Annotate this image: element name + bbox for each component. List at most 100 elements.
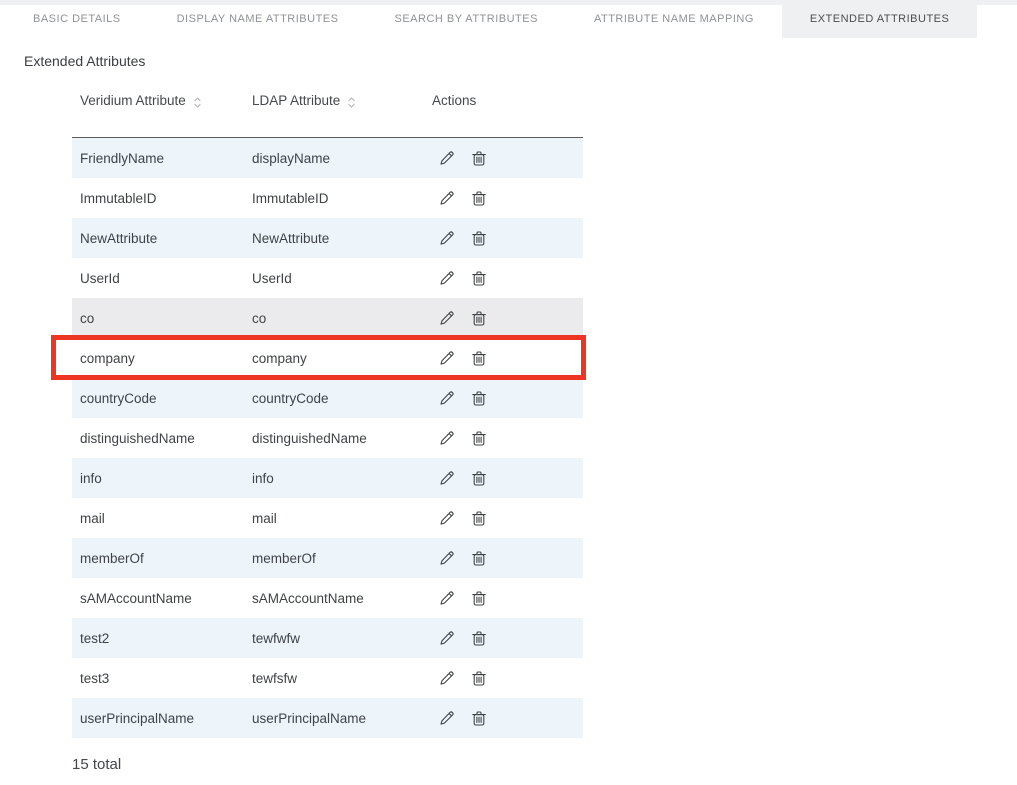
delete-button[interactable] xyxy=(471,470,487,487)
column-header[interactable]: Veridium Attribute xyxy=(72,85,244,137)
delete-button[interactable] xyxy=(471,390,487,407)
row-actions xyxy=(424,470,583,487)
pencil-icon xyxy=(438,710,455,727)
delete-button[interactable] xyxy=(471,710,487,727)
delete-button[interactable] xyxy=(471,670,487,687)
tab[interactable]: EXTENDED ATTRIBUTES xyxy=(781,0,978,38)
delete-button[interactable] xyxy=(471,230,487,247)
extended-attributes-table: Veridium Attribute LDAP Attribute xyxy=(51,85,586,738)
table-row[interactable]: sAMAccountName sAMAccountName xyxy=(72,578,583,618)
edit-button[interactable] xyxy=(438,590,455,607)
edit-button[interactable] xyxy=(438,670,455,687)
table-row[interactable]: userPrincipalName userPrincipalName xyxy=(72,698,583,738)
delete-button[interactable] xyxy=(471,350,487,367)
delete-button[interactable] xyxy=(471,590,487,607)
trash-icon xyxy=(471,230,487,247)
table-body: FriendlyName displayName xyxy=(51,138,586,738)
top-strip xyxy=(0,0,1017,5)
table-row[interactable]: FriendlyName displayName xyxy=(72,138,583,178)
delete-button[interactable] xyxy=(471,150,487,167)
veridium-attribute-cell: test2 xyxy=(80,630,110,646)
tab-label: ATTRIBUTE NAME MAPPING xyxy=(593,13,754,25)
table-row[interactable]: ImmutableID ImmutableID xyxy=(72,178,583,218)
trash-icon xyxy=(471,670,487,687)
pencil-icon xyxy=(438,430,455,447)
table-row[interactable]: info info xyxy=(72,458,583,498)
trash-icon xyxy=(471,270,487,287)
ldap-attribute-cell: co xyxy=(252,310,267,326)
delete-button[interactable] xyxy=(471,430,487,447)
edit-button[interactable] xyxy=(438,430,455,447)
sort-up-down-icon[interactable] xyxy=(347,96,356,109)
tab-label: SEARCH BY ATTRIBUTES xyxy=(394,13,538,25)
column-header[interactable]: LDAP Attribute xyxy=(244,85,424,137)
delete-button[interactable] xyxy=(471,510,487,527)
trash-icon xyxy=(471,430,487,447)
edit-button[interactable] xyxy=(438,270,455,287)
table-row[interactable]: countryCode countryCode xyxy=(72,378,583,418)
veridium-attribute-cell: userPrincipalName xyxy=(80,710,195,726)
pencil-icon xyxy=(438,590,455,607)
pencil-icon xyxy=(438,630,455,647)
edit-button[interactable] xyxy=(438,710,455,727)
table-row[interactable]: co co xyxy=(72,298,583,338)
table-row[interactable]: memberOf memberOf xyxy=(72,538,583,578)
delete-button[interactable] xyxy=(471,630,487,647)
table-row[interactable]: distinguishedName distinguishedName xyxy=(72,418,583,458)
ldap-attribute-cell: tewfwfw xyxy=(252,630,301,646)
total-count: 15 total xyxy=(72,756,122,773)
row-actions xyxy=(424,430,583,447)
trash-icon xyxy=(471,510,487,527)
table-row[interactable]: company company xyxy=(51,335,586,380)
pencil-icon xyxy=(438,390,455,407)
delete-button[interactable] xyxy=(471,550,487,567)
trash-icon xyxy=(471,550,487,567)
table-row[interactable]: NewAttribute NewAttribute xyxy=(72,218,583,258)
edit-button[interactable] xyxy=(438,510,455,527)
edit-button[interactable] xyxy=(438,350,455,367)
pencil-icon xyxy=(438,470,455,487)
ldap-attribute-cell: UserId xyxy=(252,270,292,286)
edit-button[interactable] xyxy=(438,310,455,327)
trash-icon xyxy=(471,310,487,327)
edit-button[interactable] xyxy=(438,190,455,207)
pencil-icon xyxy=(438,670,455,687)
edit-button[interactable] xyxy=(438,390,455,407)
edit-button[interactable] xyxy=(438,230,455,247)
pencil-icon xyxy=(438,230,455,247)
ldap-attribute-cell: countryCode xyxy=(252,390,329,406)
edit-button[interactable] xyxy=(438,630,455,647)
ldap-attribute-cell: mail xyxy=(252,510,277,526)
tab-bar: BASIC DETAILS DISPLAY NAME ATTRIBUTES SE… xyxy=(0,0,1017,38)
table-header-row: Veridium Attribute LDAP Attribute xyxy=(72,85,583,138)
ldap-attribute-cell: displayName xyxy=(252,150,331,166)
tab[interactable]: ATTRIBUTE NAME MAPPING xyxy=(566,0,782,38)
delete-button[interactable] xyxy=(471,190,487,207)
tab-label: BASIC DETAILS xyxy=(33,13,121,25)
delete-button[interactable] xyxy=(471,310,487,327)
pencil-icon xyxy=(438,550,455,567)
pencil-icon xyxy=(438,350,455,367)
column-header[interactable]: Actions xyxy=(424,85,583,137)
delete-button[interactable] xyxy=(471,270,487,287)
sort-up-down-icon[interactable] xyxy=(193,96,202,109)
ldap-attribute-cell: info xyxy=(252,470,274,486)
row-actions xyxy=(424,230,583,247)
table-row[interactable]: UserId UserId xyxy=(72,258,583,298)
veridium-attribute-cell: countryCode xyxy=(80,390,157,406)
tab[interactable]: BASIC DETAILS xyxy=(5,0,149,38)
edit-button[interactable] xyxy=(438,550,455,567)
column-header-label: Actions xyxy=(432,93,477,108)
pencil-icon xyxy=(438,270,455,287)
ldap-attribute-cell: ImmutableID xyxy=(252,190,329,206)
edit-button[interactable] xyxy=(438,150,455,167)
row-actions xyxy=(424,310,583,327)
table-row[interactable]: test2 tewfwfw xyxy=(72,618,583,658)
table-row[interactable]: test3 tewfsfw xyxy=(72,658,583,698)
table-row[interactable]: mail mail xyxy=(72,498,583,538)
tab[interactable]: SEARCH BY ATTRIBUTES xyxy=(366,0,565,38)
row-actions xyxy=(424,670,583,687)
edit-button[interactable] xyxy=(438,470,455,487)
row-actions xyxy=(424,710,583,727)
tab[interactable]: DISPLAY NAME ATTRIBUTES xyxy=(149,0,367,38)
